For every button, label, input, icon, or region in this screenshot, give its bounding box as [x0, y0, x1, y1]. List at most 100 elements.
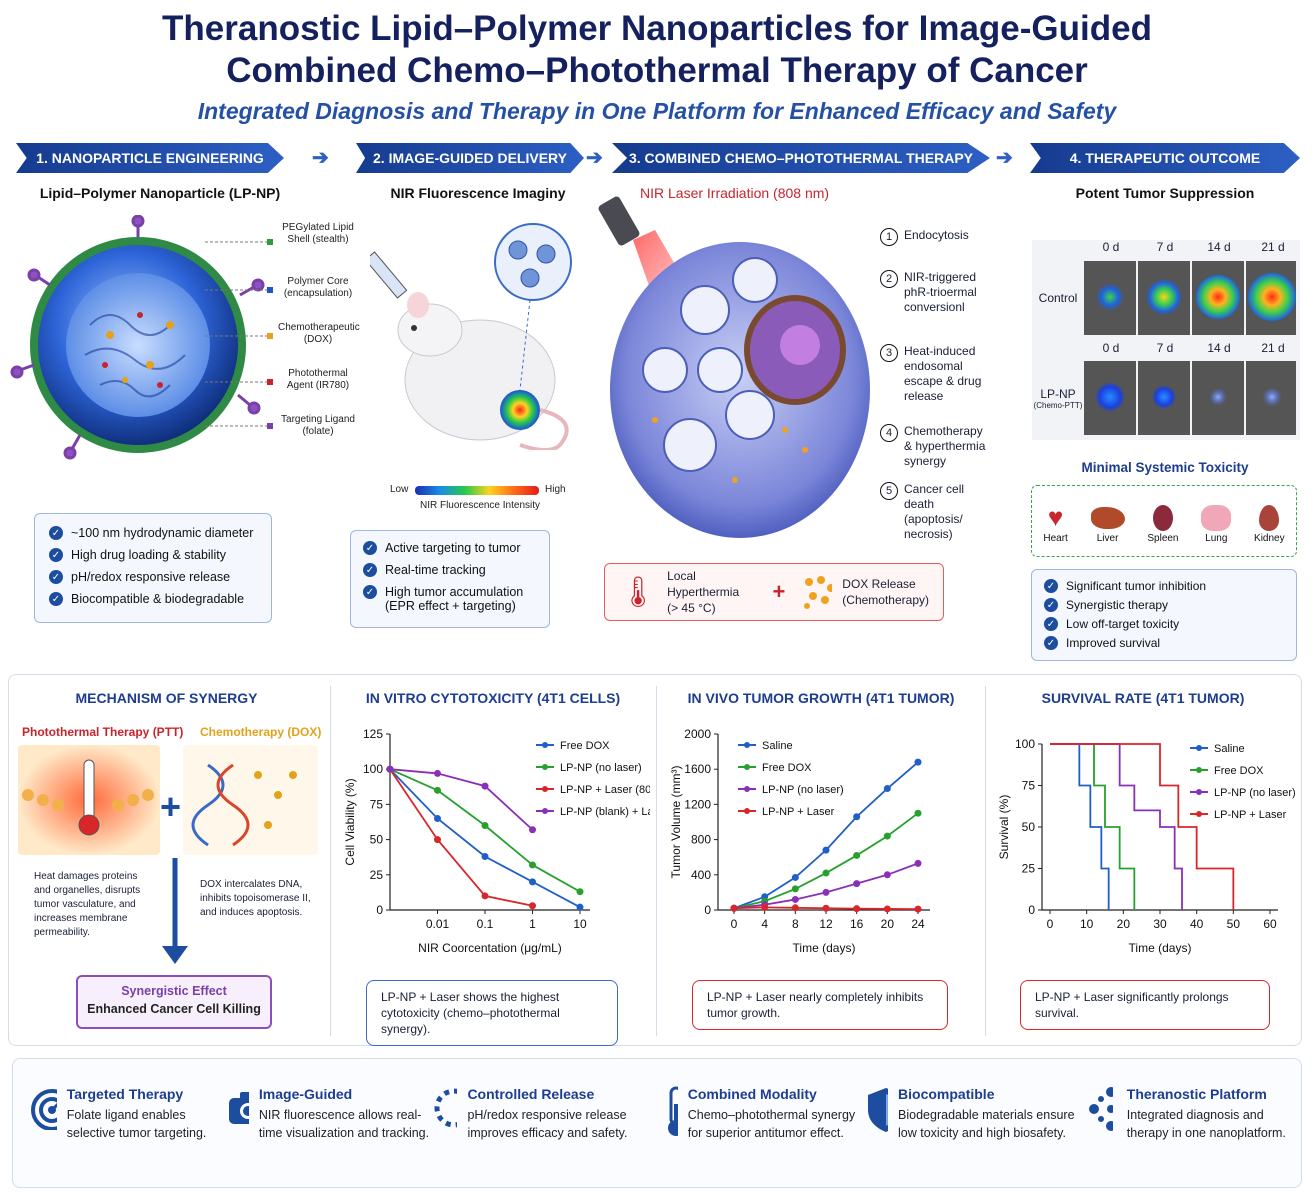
data-point — [791, 904, 799, 912]
data-point — [883, 832, 891, 840]
outcome-heading: Potent Tumor Suppression — [1075, 185, 1255, 201]
divider — [656, 686, 657, 1036]
camera-icon — [229, 1092, 249, 1124]
day-labels-row: 0 d 7 d 14 d 21 d — [1102, 240, 1285, 254]
data-point — [529, 826, 536, 834]
data-point — [576, 903, 584, 911]
engineering-heading: Lipid–Polymer Nanoparticle (LP-NP) — [39, 185, 281, 201]
plus-icon: + — [772, 579, 786, 604]
data-point — [853, 813, 861, 821]
intensity-colorbar — [415, 486, 539, 495]
legend-label: Free DOX — [560, 740, 610, 752]
legend-label: LP-NP (blank) + Laser — [560, 806, 650, 818]
data-point — [434, 836, 441, 844]
x-tick-label: 24 — [911, 917, 925, 931]
tumor-imaging-grid: 0 d 7 d 14 d 21 d Control 0 d 7 d 14 d 2… — [1032, 240, 1300, 440]
legend-label: LP-NP (no laser) — [1214, 787, 1296, 799]
footer-item: Combined Modality Chemo–photothermal syne… — [654, 1086, 864, 1142]
y-tick-label: 800 — [691, 833, 711, 847]
data-point — [761, 903, 769, 911]
x-axis-label: Time (days) — [793, 941, 856, 955]
organ-kidney: Kidney — [1254, 503, 1285, 544]
plus-icon: + — [160, 786, 182, 827]
feature-item: ✓ Low off-target toxicity — [1044, 617, 1284, 631]
shield-icon — [868, 1088, 889, 1132]
legend-marker — [542, 808, 548, 814]
outcome-features-box: ✓ Significant tumor inhibition ✓ Synergist… — [1031, 569, 1297, 661]
x-tick-label: 0.01 — [426, 917, 450, 931]
data-point — [529, 861, 536, 869]
label-polymer-core: Polymer Core (encapsulation) — [283, 276, 353, 299]
legend-marker — [542, 742, 548, 748]
scale-caption: NIR Fluorescence Intensity — [419, 500, 541, 511]
y-tick-label: 50 — [1022, 820, 1036, 834]
cancer-cell-illustration — [598, 196, 870, 538]
data-point — [791, 873, 799, 881]
label-photothermal-agent: Photothermal Agent (IR780) — [286, 368, 350, 391]
divider — [330, 686, 331, 1036]
legend-label: Free DOX — [1214, 765, 1264, 777]
x-tick-label: 10 — [573, 917, 587, 931]
target-icon — [31, 1089, 57, 1130]
delivery-heading: NIR Fluorescence Imaginy — [390, 185, 566, 201]
chart1-note: LP-NP + Laser shows the highest cytotoxi… — [366, 980, 618, 1046]
kidney-icon — [1259, 504, 1280, 531]
footer-item: Targeted Therapy Folate ligand enables se… — [30, 1086, 226, 1142]
y-axis-label: Tumor Volume (mm³) — [669, 766, 683, 879]
x-tick-label: 20 — [881, 917, 895, 931]
x-tick-label: 40 — [1190, 917, 1204, 931]
data-point — [853, 851, 861, 859]
label-targeting-ligand: Targeting Ligand (folate) — [281, 414, 355, 437]
x-tick-label: 10 — [1080, 917, 1094, 931]
molecule-icon — [1089, 1087, 1113, 1131]
footer-item: Image-Guided NIR fluorescence allows real… — [226, 1086, 432, 1142]
check-icon: ✓ — [1044, 598, 1058, 612]
np-labels: PEGylated Lipid Shell (stealth) Polymer … — [278, 222, 360, 454]
x-tick-label: 30 — [1153, 917, 1167, 931]
data-point — [434, 786, 441, 794]
y-tick-label: 400 — [691, 868, 711, 882]
data-point — [853, 905, 861, 913]
dox-dots-icon — [804, 576, 833, 609]
y-tick-label: 125 — [363, 727, 383, 741]
legend-marker — [1196, 789, 1202, 795]
divider — [985, 686, 986, 1036]
x-tick-label: 60 — [1263, 917, 1277, 931]
dotted-ring-icon — [434, 1088, 458, 1128]
chart3-title: SURVIVAL RATE (4T1 TUMOR) — [1041, 690, 1245, 706]
organ-spleen: Spleen — [1147, 503, 1179, 544]
data-point — [481, 822, 489, 830]
delivery-features-box: ✓ Active targeting to tumor ✓ Real-time tr… — [350, 530, 550, 628]
x-tick-label: 20 — [1117, 917, 1131, 931]
legend-marker — [1196, 811, 1202, 817]
y-tick-label: 100 — [363, 762, 383, 776]
legend-label: LP-NP (no laser) — [560, 762, 642, 774]
subtitle: Integrated Diagnosis and Therapy in One … — [197, 98, 1117, 124]
laser-icon — [598, 196, 640, 246]
footer-item: Biocompatible Biodegradable materials ens… — [864, 1086, 1088, 1142]
tumor-growth-chart: 0 400 800 1200 1600 2000 0 4 8 12 16 20 24 Time (days… — [669, 727, 930, 955]
chemo-description: DOX intercalates DNA, inhibits topoisome… — [200, 879, 311, 918]
x-axis-label: Time (days) — [1129, 941, 1192, 955]
y-tick-label: 75 — [370, 797, 384, 811]
lpnp-images — [1084, 361, 1296, 435]
chart2-note: LP-NP + Laser nearly completely inhibits… — [692, 980, 948, 1030]
therapy-step: 1 Endocytosis — [880, 228, 990, 270]
legend-marker — [1196, 745, 1202, 751]
feature-item: ✓ High drug loading & stability — [49, 548, 257, 562]
data-point — [914, 905, 922, 913]
lung-icon — [1201, 504, 1232, 531]
therapy-step: 4 Chemotherapy & hyperthermia synergy — [880, 424, 990, 482]
footer-item: Theranostic Platform Integrated diagnosis… — [1088, 1086, 1288, 1142]
step-banner-4: 4. THERAPEUTIC OUTCOME — [1030, 143, 1300, 173]
y-axis-label: Survival (%) — [997, 795, 1011, 860]
data-point — [822, 888, 830, 896]
legend-label: LP-NP (no laser) — [762, 784, 844, 796]
control-images — [1084, 261, 1296, 335]
data-point — [883, 871, 891, 879]
day-labels-row: 0 d 7 d 14 d 21 d — [1102, 341, 1285, 355]
check-icon: ✓ — [363, 541, 377, 555]
organ-lung: Lung — [1201, 503, 1232, 544]
step-banner-2: 2. IMAGE-GUIDED DELIVERY — [356, 143, 584, 173]
down-arrow-icon — [162, 858, 188, 964]
